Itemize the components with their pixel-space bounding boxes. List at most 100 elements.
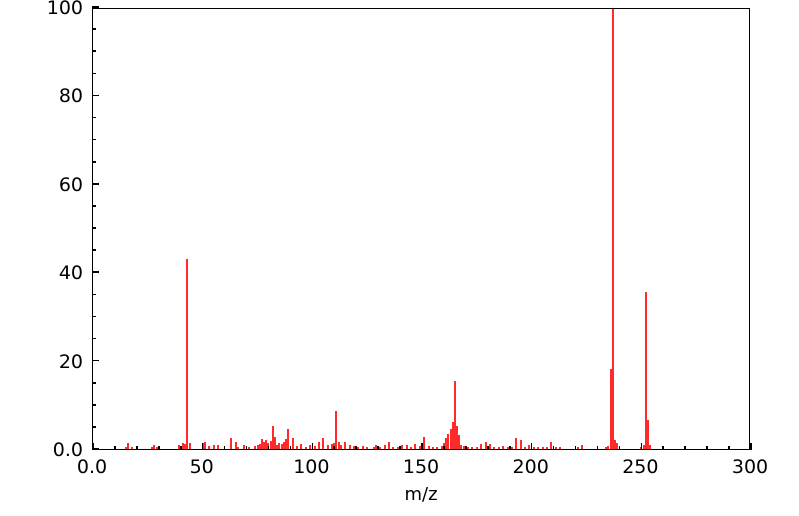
- spectrum-peak: [230, 437, 233, 449]
- y-tick-major: [92, 183, 99, 185]
- spectrum-peak: [372, 446, 375, 449]
- spectrum-peak: [322, 438, 325, 449]
- spectrum-peak: [276, 445, 279, 449]
- x-tick-label: 0.0: [76, 456, 108, 478]
- spectrum-plot-area: [93, 9, 749, 449]
- x-tick-major: [530, 443, 533, 450]
- spectrum-peak: [524, 446, 527, 449]
- spectrum-peak: [488, 444, 491, 449]
- x-tick-minor: [267, 446, 270, 450]
- spectrum-peak: [383, 445, 386, 449]
- spectrum-peak: [456, 426, 459, 449]
- spectrum-peak: [467, 446, 470, 449]
- spectrum-peak: [423, 437, 426, 449]
- spectrum-peak: [291, 438, 294, 449]
- spectrum-peak: [510, 446, 513, 449]
- x-tick-minor: [487, 446, 489, 450]
- x-tick-minor: [684, 446, 686, 450]
- spectrum-peak: [344, 441, 347, 449]
- x-tick-label: 200: [512, 456, 549, 478]
- spectrum-peak: [212, 444, 215, 449]
- spectrum-peak: [436, 446, 439, 449]
- spectrum-peak: [414, 444, 417, 449]
- x-tick-minor: [377, 446, 379, 450]
- x-tick-major: [92, 443, 94, 450]
- spectrum-peak: [449, 428, 452, 449]
- y-tick-minor: [92, 138, 96, 141]
- spectrum-peak: [379, 446, 382, 449]
- spectrum-peak: [644, 292, 647, 449]
- spectrum-peak: [532, 447, 535, 449]
- x-tick-minor: [158, 446, 160, 450]
- spectrum-peak: [282, 441, 285, 449]
- spectrum-peak: [285, 438, 287, 449]
- spectrum-peak: [313, 445, 316, 449]
- y-tick-minor: [92, 72, 96, 75]
- y-tick-minor: [92, 116, 96, 119]
- x-tick-major: [750, 443, 752, 450]
- spectrum-peak: [440, 445, 443, 449]
- spectrum-peak: [366, 446, 369, 449]
- spectrum-peak: [333, 442, 336, 449]
- spectrum-peak: [609, 369, 612, 449]
- spectrum-peak: [326, 444, 329, 449]
- spectrum-peak: [309, 445, 312, 449]
- spectrum-peak: [405, 445, 408, 449]
- y-tick-label: 60: [58, 173, 83, 196]
- spectrum-peak: [506, 446, 509, 449]
- y-tick-minor: [92, 426, 96, 428]
- spectrum-peak: [550, 441, 553, 449]
- x-tick-minor: [465, 446, 467, 450]
- spectrum-peak: [155, 447, 158, 449]
- spectrum-peak: [471, 447, 474, 449]
- spectrum-peak: [274, 436, 277, 449]
- spectrum-peak: [153, 445, 156, 449]
- spectrum-peak: [208, 446, 211, 449]
- spectrum-peak: [607, 446, 610, 449]
- x-tick-minor: [223, 446, 226, 450]
- spectrum-peak: [331, 443, 334, 449]
- spectrum-peak: [396, 446, 399, 449]
- spectrum-peak: [484, 441, 487, 449]
- x-tick-minor: [114, 446, 116, 450]
- spectrum-peak: [361, 446, 364, 449]
- spectrum-peak: [519, 440, 522, 449]
- spectrum-peak: [269, 441, 272, 449]
- x-tick-minor: [333, 446, 336, 450]
- spectrum-peak: [260, 438, 263, 449]
- x-tick-major: [640, 443, 643, 450]
- y-tick-label: 40: [58, 262, 83, 285]
- y-tick-minor: [92, 315, 96, 318]
- spectrum-peak: [184, 443, 187, 449]
- spectrum-peak: [124, 446, 127, 449]
- spectrum-peak: [614, 440, 616, 449]
- spectrum-peak: [265, 440, 268, 449]
- x-tick-major: [421, 443, 423, 450]
- x-tick-minor: [728, 446, 730, 450]
- spectrum-peak: [427, 446, 430, 449]
- spectrum-peak: [348, 444, 351, 449]
- spectrum-peak: [554, 446, 557, 449]
- spectrum-peak: [295, 446, 298, 449]
- x-tick-minor: [508, 446, 511, 450]
- spectrum-peak: [392, 446, 395, 449]
- y-tick-label: 80: [58, 85, 83, 108]
- spectrum-peak: [357, 446, 360, 449]
- spectrum-peak: [388, 441, 391, 449]
- spectrum-peak: [611, 9, 614, 449]
- spectrum-peak: [258, 443, 261, 449]
- spectrum-peak: [453, 380, 456, 449]
- spectrum-peak: [480, 443, 483, 449]
- y-tick-label: 100: [46, 0, 83, 19]
- spectrum-peak: [186, 258, 189, 449]
- spectrum-peak: [537, 446, 540, 449]
- spectrum-peak: [605, 447, 608, 449]
- x-tick-minor: [136, 446, 138, 450]
- y-tick-label: 20: [58, 350, 83, 373]
- y-tick-major: [92, 359, 99, 362]
- y-tick-major: [92, 448, 99, 450]
- y-tick-minor: [92, 337, 96, 340]
- y-tick-minor: [92, 50, 96, 52]
- y-tick-label: 0.0: [52, 439, 83, 461]
